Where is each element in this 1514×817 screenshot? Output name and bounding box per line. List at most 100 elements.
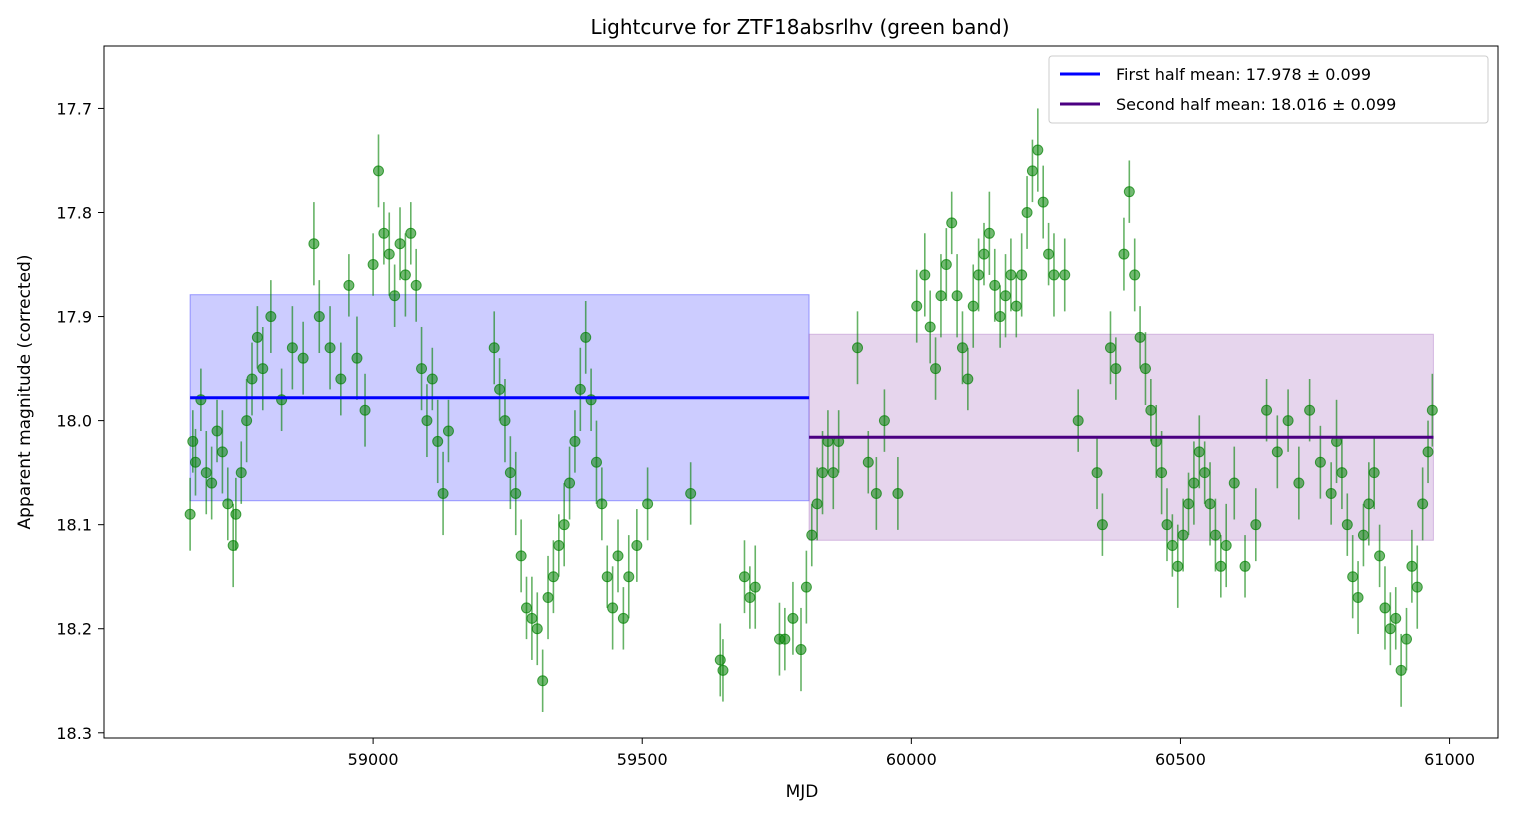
data-point — [795, 644, 807, 656]
data-point — [488, 342, 500, 354]
data-point — [596, 498, 608, 510]
data-point — [1390, 612, 1402, 624]
data-point — [297, 352, 309, 364]
data-point — [313, 311, 325, 323]
data-point — [1220, 539, 1232, 551]
data-point — [1374, 550, 1386, 562]
data-point — [1250, 519, 1262, 531]
data-point — [1104, 342, 1116, 354]
data-point — [537, 675, 549, 687]
data-point — [978, 248, 990, 260]
data-point — [1325, 487, 1337, 499]
data-point — [1336, 467, 1348, 479]
data-point — [558, 519, 570, 531]
data-point — [1005, 269, 1017, 281]
data-point — [779, 633, 791, 645]
data-point — [564, 477, 576, 489]
data-point — [870, 487, 882, 499]
data-point — [1026, 165, 1038, 177]
data-point — [1129, 269, 1141, 281]
data-point — [973, 269, 985, 281]
data-point — [989, 279, 1001, 291]
data-point — [1183, 498, 1195, 510]
plot-area — [184, 108, 1438, 712]
data-point — [1357, 529, 1369, 541]
data-point — [601, 571, 613, 583]
data-point — [787, 612, 799, 624]
data-point — [946, 217, 958, 229]
data-point — [526, 612, 538, 624]
data-point — [251, 331, 263, 343]
data-point — [569, 435, 581, 447]
legend: First half mean: 17.978 ± 0.099 Second h… — [1048, 55, 1489, 124]
plot-frame — [103, 45, 1499, 739]
data-point — [1166, 539, 1178, 551]
data-point — [1048, 269, 1060, 281]
data-point — [1209, 529, 1221, 541]
data-point — [257, 363, 269, 375]
data-point — [607, 602, 619, 614]
data-point — [1091, 467, 1103, 479]
data-point — [189, 456, 201, 468]
data-point — [426, 373, 438, 385]
data-point — [1134, 331, 1146, 343]
data-point — [399, 269, 411, 281]
data-point — [410, 279, 422, 291]
data-point — [1314, 456, 1326, 468]
data-point — [800, 581, 812, 593]
data-point — [1188, 477, 1200, 489]
data-point — [1215, 560, 1227, 572]
data-point — [187, 435, 199, 447]
data-point — [1271, 446, 1283, 458]
data-point — [394, 238, 406, 250]
data-point — [930, 363, 942, 375]
data-point — [1123, 186, 1135, 198]
data-point — [230, 508, 242, 520]
data-point — [1422, 446, 1434, 458]
data-point — [1395, 664, 1407, 676]
data-point — [389, 290, 401, 302]
data-point — [416, 363, 428, 375]
data-point — [924, 321, 936, 333]
data-point — [372, 165, 384, 177]
data-point — [612, 550, 624, 562]
data-point — [1172, 560, 1184, 572]
data-point — [1417, 498, 1429, 510]
data-point — [359, 404, 371, 416]
data-point — [1411, 581, 1423, 593]
data-point — [442, 425, 454, 437]
data-point — [1282, 415, 1294, 427]
data-point — [574, 383, 586, 395]
data-point — [216, 446, 228, 458]
data-point — [806, 529, 818, 541]
data-point — [383, 248, 395, 260]
y-tick-label: 18.1 — [56, 516, 92, 535]
data-point — [738, 571, 750, 583]
data-point — [494, 383, 506, 395]
data-point — [1228, 477, 1240, 489]
data-point — [1096, 519, 1108, 531]
data-point — [553, 539, 565, 551]
data-point — [1304, 404, 1316, 416]
data-point — [1401, 633, 1413, 645]
data-point — [1293, 477, 1305, 489]
data-point — [1239, 560, 1251, 572]
data-point — [1010, 300, 1022, 312]
data-point — [817, 467, 829, 479]
data-point — [852, 342, 864, 354]
chart-title: Lightcurve for ZTF18absrlhv (green band) — [590, 15, 1009, 39]
data-point — [351, 352, 363, 364]
data-point — [235, 467, 247, 479]
legend-entry-first-half: First half mean: 17.978 ± 0.099 — [1116, 65, 1371, 84]
data-point — [1161, 519, 1173, 531]
x-axis-label: MJD — [786, 782, 819, 802]
data-point — [1032, 144, 1044, 156]
data-point — [432, 435, 444, 447]
data-point — [241, 415, 253, 427]
data-point — [1156, 467, 1168, 479]
data-point — [1384, 623, 1396, 635]
data-point — [227, 539, 239, 551]
data-point — [1193, 446, 1205, 458]
data-point — [211, 425, 223, 437]
